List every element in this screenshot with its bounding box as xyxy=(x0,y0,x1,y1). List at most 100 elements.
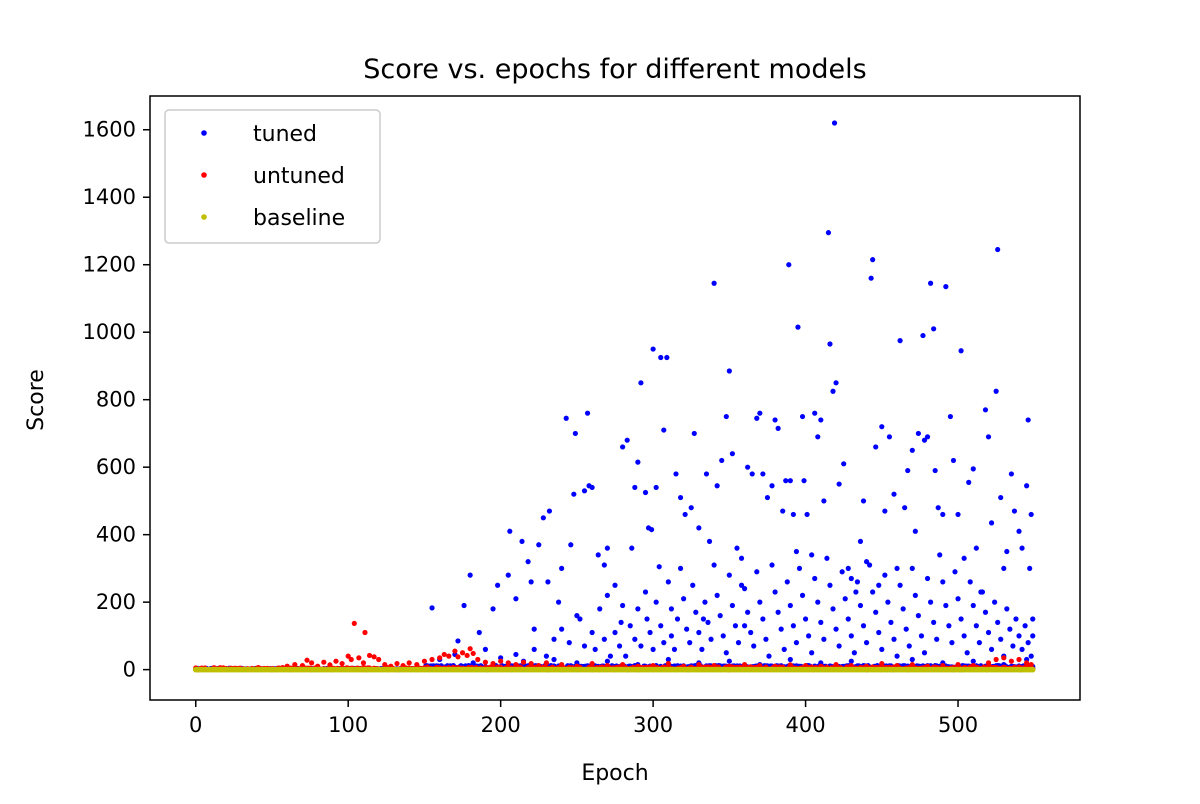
baseline-point xyxy=(604,667,610,673)
tuned-point xyxy=(921,437,928,443)
baseline-point xyxy=(559,667,565,673)
baseline-point xyxy=(545,667,551,673)
tuned-point xyxy=(574,613,580,619)
tuned-point xyxy=(812,410,818,416)
baseline-point xyxy=(746,667,752,673)
tuned-point xyxy=(1027,565,1033,572)
tuned-point xyxy=(754,415,760,421)
baseline-point xyxy=(389,667,396,673)
tuned-point xyxy=(616,643,623,649)
tuned-point xyxy=(897,338,903,344)
baseline-point xyxy=(216,667,222,673)
tuned-point xyxy=(998,636,1004,642)
tuned-point xyxy=(653,484,659,491)
baseline-point xyxy=(586,667,592,673)
tuned-point xyxy=(915,430,921,437)
tuned-point xyxy=(1019,646,1025,652)
tuned-point xyxy=(946,623,952,629)
tuned-point xyxy=(734,545,740,551)
baseline-point xyxy=(234,667,240,673)
tuned-point xyxy=(754,569,760,575)
baseline-point xyxy=(897,667,903,673)
baseline-point xyxy=(664,667,670,673)
baseline-point xyxy=(970,667,976,673)
tuned-point xyxy=(970,658,976,664)
tuned-point xyxy=(749,471,755,477)
tuned-point xyxy=(769,562,775,568)
tuned-point xyxy=(620,444,626,450)
tuned-point xyxy=(831,120,838,126)
tuned-point xyxy=(732,623,739,629)
baseline-point xyxy=(302,667,309,673)
tuned-point xyxy=(681,596,687,602)
tuned-point xyxy=(653,599,659,605)
untuned-point xyxy=(520,659,527,665)
tuned-point xyxy=(970,602,976,609)
tuned-point xyxy=(772,589,778,595)
tuned-point xyxy=(967,579,973,585)
untuned-point xyxy=(292,661,298,668)
tuned-point xyxy=(943,602,949,609)
untuned-point xyxy=(376,656,382,663)
tuned-point xyxy=(555,599,562,605)
untuned-point xyxy=(348,656,354,663)
tuned-point xyxy=(888,619,894,625)
tuned-point xyxy=(796,565,803,572)
tuned-point xyxy=(894,565,900,572)
tuned-point xyxy=(836,481,842,487)
baseline-point xyxy=(659,667,665,673)
baseline-point xyxy=(398,667,405,673)
baseline-point xyxy=(888,667,894,673)
tuned-point xyxy=(853,589,859,595)
tuned-point xyxy=(519,538,525,545)
tuned-point xyxy=(815,434,821,440)
baseline-point xyxy=(966,667,972,673)
baseline-point xyxy=(330,667,336,673)
baseline-point xyxy=(371,667,377,673)
baseline-point xyxy=(815,667,821,673)
tuned-point xyxy=(902,505,908,511)
baseline-point xyxy=(993,667,999,673)
tuned-point xyxy=(642,589,649,595)
tuned-point xyxy=(848,658,854,664)
tuned-point xyxy=(809,552,815,558)
tuned-point xyxy=(860,623,867,629)
baseline-point xyxy=(197,667,203,673)
baseline-point xyxy=(902,667,908,673)
tuned-point xyxy=(940,511,946,518)
tuned-point xyxy=(784,579,790,585)
baseline-point xyxy=(440,667,446,673)
untuned-point xyxy=(362,629,368,636)
baseline-point xyxy=(879,667,885,673)
baseline-point xyxy=(321,667,327,673)
baseline-point xyxy=(613,667,620,673)
baseline-point xyxy=(700,667,707,673)
tuned-point xyxy=(1011,508,1018,514)
baseline-point xyxy=(650,667,656,673)
tuned-point xyxy=(1007,626,1013,632)
tuned-point xyxy=(673,471,679,477)
baseline-point xyxy=(348,667,354,673)
tuned-point xyxy=(921,650,928,656)
tuned-point xyxy=(665,656,671,663)
x-tick-label: 0 xyxy=(189,713,202,737)
baseline-point xyxy=(476,667,482,673)
tuned-point xyxy=(601,562,607,568)
legend-marker xyxy=(201,214,207,220)
tuned-point xyxy=(677,565,684,572)
tuned-point xyxy=(638,380,644,386)
tuned-point xyxy=(973,623,979,629)
baseline-point xyxy=(490,667,496,673)
tuned-point xyxy=(648,526,655,533)
baseline-point xyxy=(504,667,510,673)
tuned-point xyxy=(787,656,793,663)
tuned-point xyxy=(505,572,511,578)
legend-marker xyxy=(201,130,207,136)
tuned-point xyxy=(961,555,967,561)
tuned-point xyxy=(950,457,957,464)
baseline-point xyxy=(810,667,816,673)
tuned-point xyxy=(706,538,713,545)
legend-marker xyxy=(201,172,207,178)
tuned-point xyxy=(559,626,565,632)
untuned-point xyxy=(459,650,466,656)
